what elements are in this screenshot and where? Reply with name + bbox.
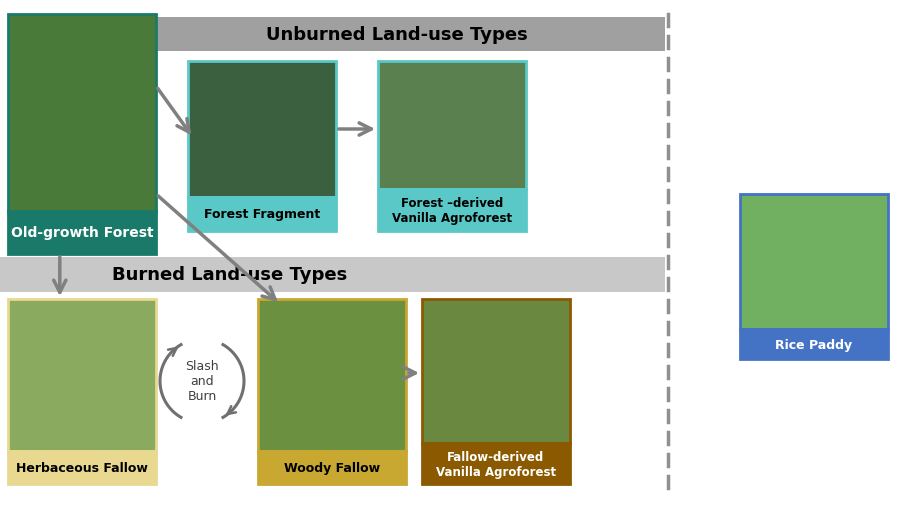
Text: Forest Fragment: Forest Fragment	[204, 208, 321, 221]
Text: Rice Paddy: Rice Paddy	[775, 338, 853, 351]
Text: Herbaceous Fallow: Herbaceous Fallow	[16, 461, 148, 474]
Text: Unburned Land-use Types: Unburned Land-use Types	[266, 26, 528, 44]
Bar	[130, 18, 665, 52]
Text: Slash
and
Burn: Slash and Burn	[185, 360, 219, 403]
Bar	[258, 451, 406, 484]
Bar	[740, 194, 888, 330]
Bar	[0, 258, 665, 293]
Bar	[188, 197, 336, 232]
Bar	[422, 299, 570, 443]
Bar	[258, 299, 406, 451]
Bar	[378, 62, 526, 189]
Bar	[8, 299, 156, 451]
Bar	[8, 211, 156, 254]
Text: Woody Fallow: Woody Fallow	[284, 461, 380, 474]
Bar	[422, 443, 570, 484]
Bar	[188, 62, 336, 197]
Bar	[378, 189, 526, 232]
Text: Fallow-derived
Vanilla Agroforest: Fallow-derived Vanilla Agroforest	[436, 450, 556, 478]
Text: Old-growth Forest: Old-growth Forest	[11, 226, 153, 240]
Bar	[8, 15, 156, 211]
Bar	[740, 330, 888, 359]
Text: Burned Land-use Types: Burned Land-use Types	[113, 266, 348, 284]
Text: Forest –derived
Vanilla Agroforest: Forest –derived Vanilla Agroforest	[392, 196, 512, 224]
Bar	[8, 451, 156, 484]
